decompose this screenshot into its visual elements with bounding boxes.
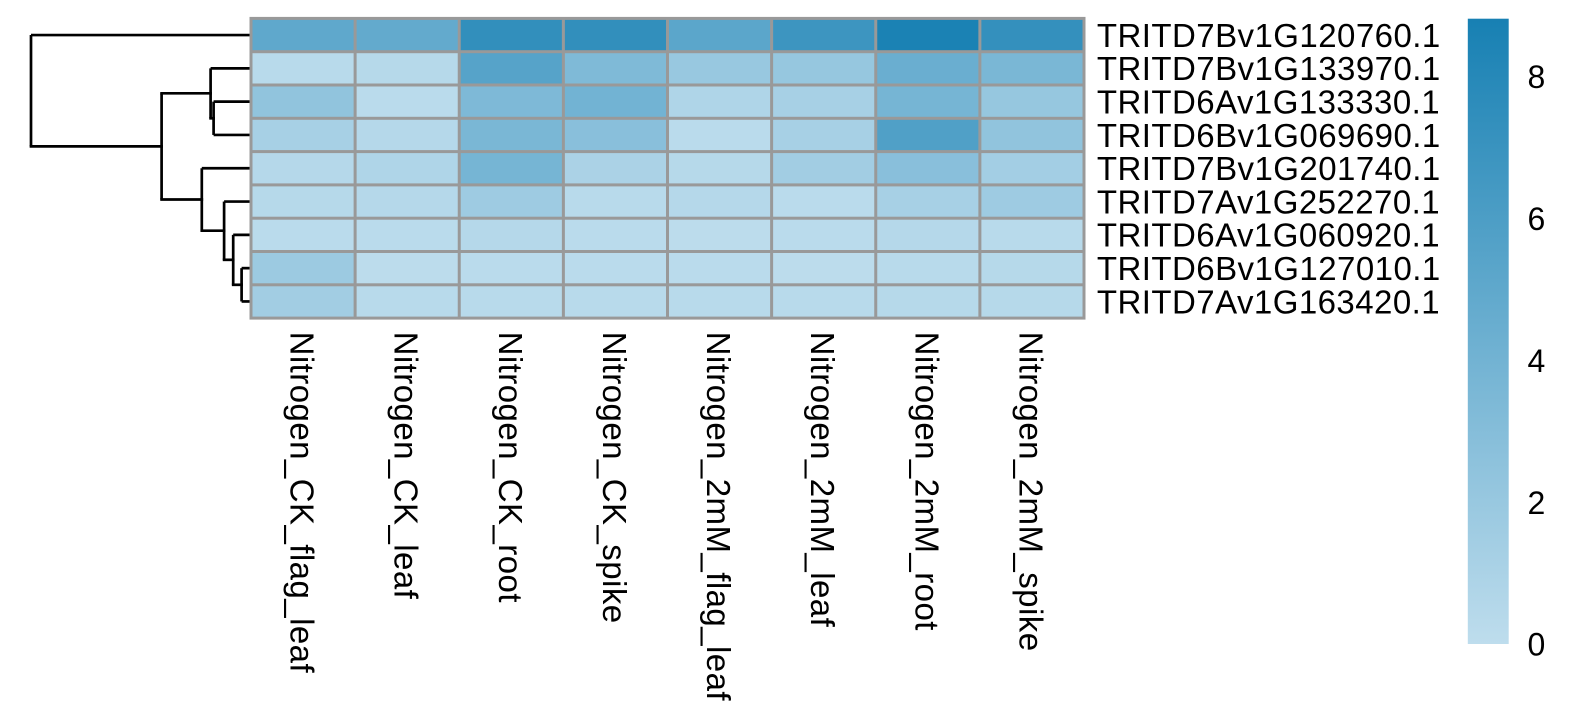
svg-text:TRITD7Av1G163420.1: TRITD7Av1G163420.1 [1097, 283, 1440, 320]
svg-text:TRITD7Bv1G133970.1: TRITD7Bv1G133970.1 [1097, 50, 1441, 87]
svg-text:6: 6 [1528, 201, 1546, 237]
svg-text:TRITD6Bv1G069690.1: TRITD6Bv1G069690.1 [1097, 117, 1441, 154]
svg-text:Nitrogen_CK_root: Nitrogen_CK_root [492, 332, 529, 603]
svg-text:Nitrogen_2mM_flag_leaf: Nitrogen_2mM_flag_leaf [700, 332, 737, 702]
svg-text:TRITD6Av1G133330.1: TRITD6Av1G133330.1 [1097, 83, 1440, 120]
svg-text:Nitrogen_CK_flag_leaf: Nitrogen_CK_flag_leaf [284, 332, 321, 674]
svg-text:4: 4 [1528, 343, 1546, 379]
svg-text:Nitrogen_2mM_root: Nitrogen_2mM_root [908, 332, 945, 631]
svg-text:8: 8 [1528, 59, 1546, 95]
svg-text:TRITD7Av1G252270.1: TRITD7Av1G252270.1 [1097, 183, 1440, 220]
svg-text:Nitrogen_2mM_leaf: Nitrogen_2mM_leaf [804, 332, 841, 628]
svg-text:TRITD7Bv1G201740.1: TRITD7Bv1G201740.1 [1097, 150, 1441, 187]
svg-text:0: 0 [1528, 627, 1546, 663]
svg-text:TRITD6Bv1G127010.1: TRITD6Bv1G127010.1 [1097, 250, 1441, 287]
svg-text:2: 2 [1528, 485, 1546, 521]
svg-text:Nitrogen_2mM_spike: Nitrogen_2mM_spike [1012, 332, 1049, 652]
svg-text:TRITD7Bv1G120760.1: TRITD7Bv1G120760.1 [1097, 17, 1441, 54]
svg-text:Nitrogen_CK_spike: Nitrogen_CK_spike [596, 332, 633, 624]
svg-text:TRITD6Av1G060920.1: TRITD6Av1G060920.1 [1097, 217, 1440, 254]
svg-text:Nitrogen_CK_leaf: Nitrogen_CK_leaf [388, 332, 425, 600]
